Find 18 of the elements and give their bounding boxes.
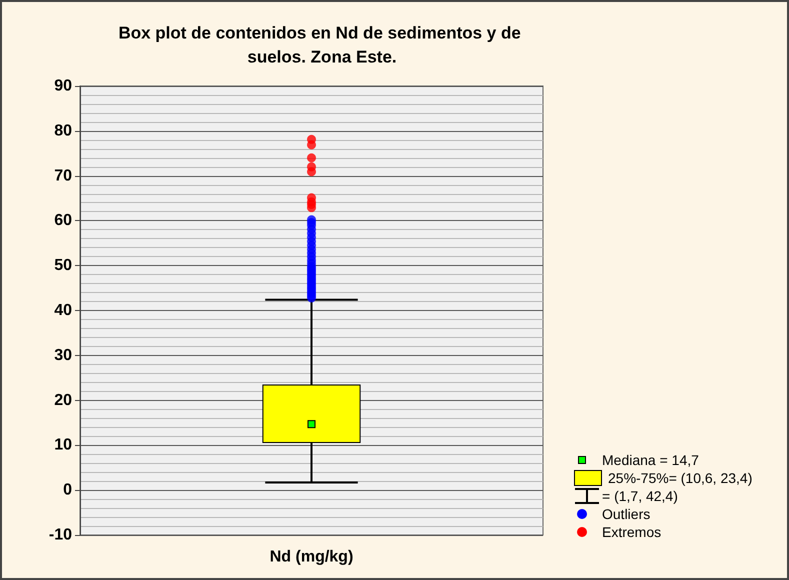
text: Mediana = 14,7 bbox=[602, 452, 699, 468]
chart-title: Box plot de contenidos en Nd de sedimentos y de suelos. Zona Este. bbox=[118, 24, 526, 66]
y-tick-label: 80 bbox=[54, 122, 72, 140]
y-tick-label: 70 bbox=[54, 167, 72, 184]
y-tick-label: 60 bbox=[54, 212, 72, 230]
x-tick-label: Nd (mg/kg) bbox=[270, 548, 354, 566]
y-tick-label: 20 bbox=[54, 392, 72, 409]
y-tick-label: -10 bbox=[48, 526, 72, 544]
text: = (1,7, 42,4) bbox=[602, 488, 678, 504]
text: 25%-75%= (10,6, 23,4) bbox=[608, 470, 752, 486]
y-tick-label: 0 bbox=[63, 482, 72, 499]
y-tick-label: 40 bbox=[54, 302, 72, 319]
y-tick-label: 90 bbox=[54, 78, 72, 94]
y-tick-label: 50 bbox=[54, 257, 72, 274]
y-tick-label: 10 bbox=[54, 436, 72, 454]
legend-label: Extremos bbox=[602, 524, 662, 540]
legend-label: Outliers bbox=[602, 506, 650, 522]
y-tick-label: 30 bbox=[54, 346, 72, 364]
